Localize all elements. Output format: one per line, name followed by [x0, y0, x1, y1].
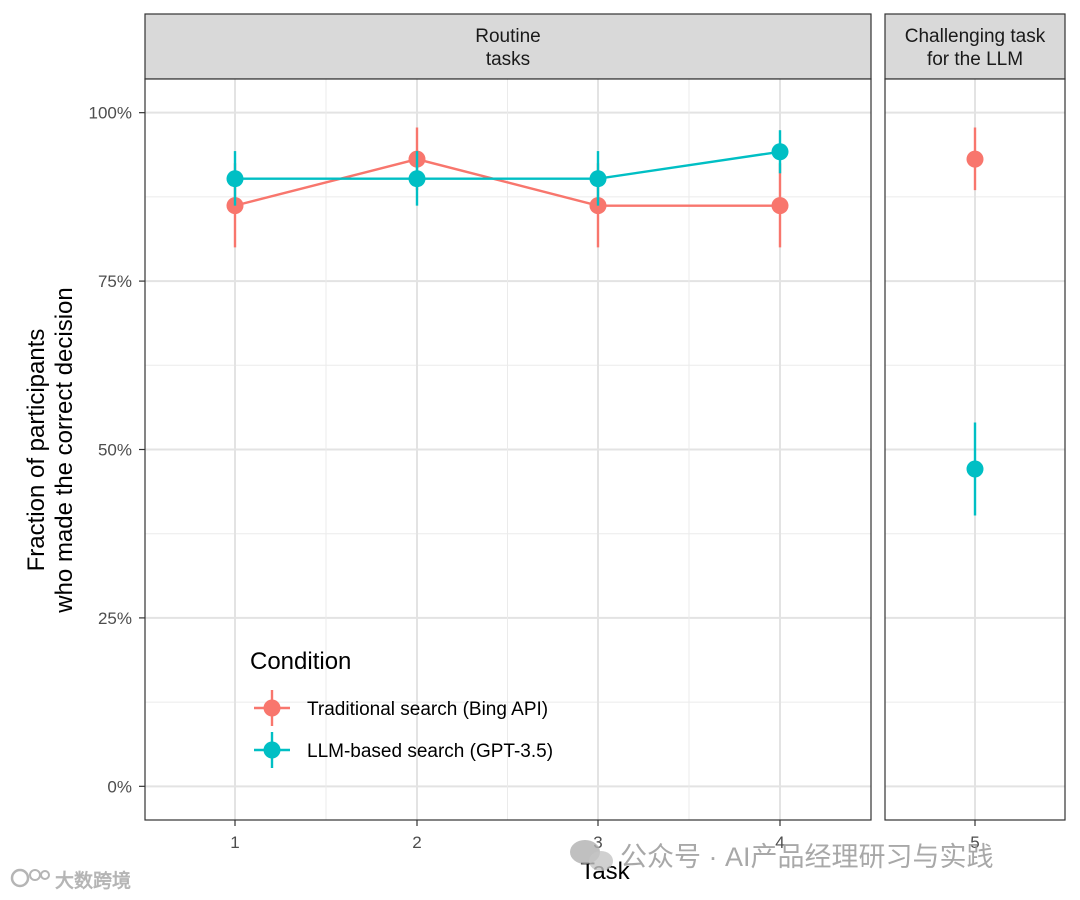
data-point: [966, 150, 984, 168]
legend-title: Condition: [250, 648, 351, 675]
legend: Condition Traditional search (Bing API) …: [250, 648, 553, 768]
strip-routine: [144, 13, 872, 80]
wechat-watermark: 公众号 · AI产品经理研习与实践: [570, 840, 994, 872]
strip-challenging: [884, 13, 1066, 80]
y-tick-label: 75%: [98, 272, 132, 291]
series-line: [235, 150, 781, 180]
brand-logo-icon: [10, 868, 50, 888]
legend-keys: [254, 690, 290, 768]
x-tick-label: 4: [775, 833, 784, 852]
y-axis-title-line2: who made the correct decision: [51, 287, 78, 614]
y-tick-label: 25%: [98, 609, 132, 628]
corner-watermark-text: 大数跨境: [55, 869, 131, 892]
strip-routine-line1: Routine: [475, 26, 541, 47]
x-tick-label: 5: [970, 833, 979, 852]
legend-label-llm: LLM-based search (GPT-3.5): [307, 741, 553, 762]
wechat-watermark-text: 公众号 · AI产品经理研习与实践: [620, 842, 994, 872]
wechat-icon: [570, 840, 613, 871]
strip-challenging-line2: for the LLM: [927, 49, 1023, 70]
y-axis-title: Fraction of participants who made the co…: [23, 287, 78, 614]
y-tick-label: 50%: [98, 441, 132, 460]
data-point: [771, 197, 789, 215]
data-point: [226, 170, 244, 188]
x-tick-label: 3: [593, 833, 602, 852]
data-point: [966, 460, 984, 478]
y-axis: 0% 25% 50% 75% 100%: [89, 104, 145, 796]
x-axis: 1 2 3 4 5: [230, 820, 980, 852]
y-tick-label: 0%: [107, 777, 132, 796]
series-llm: [226, 130, 984, 516]
data-point: [589, 170, 607, 188]
data-point: [408, 170, 426, 188]
legend-key-point: [263, 699, 281, 717]
legend-key-point: [263, 741, 281, 759]
series-line: [234, 157, 780, 207]
series-layer: [226, 127, 984, 516]
x-tick-label: 2: [412, 833, 421, 852]
y-tick-label: 100%: [89, 104, 132, 123]
corner-watermark: 大数跨境: [10, 868, 131, 892]
legend-label-traditional: Traditional search (Bing API): [307, 699, 548, 720]
data-point: [771, 143, 789, 161]
x-tick-label: 1: [230, 833, 239, 852]
strip-routine-line2: tasks: [486, 49, 530, 70]
strip-challenging-line1: Challenging task: [905, 26, 1046, 47]
y-axis-title-line1: Fraction of participants: [23, 329, 50, 572]
